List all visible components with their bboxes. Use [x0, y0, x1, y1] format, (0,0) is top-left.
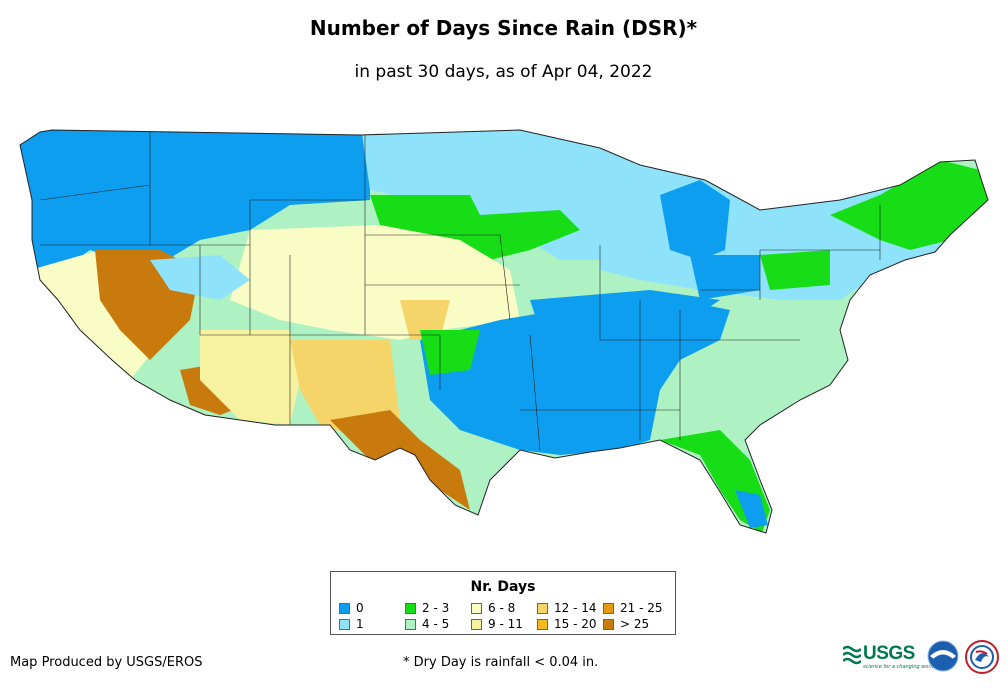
map-subtitle: in past 30 days, as of Apr 04, 2022 — [354, 62, 653, 82]
legend-swatch — [537, 618, 548, 630]
map-title: Number of Days Since Rain (DSR)* — [309, 16, 698, 40]
legend-swatch — [405, 618, 416, 630]
agency-logos: USGS science for a changing world — [843, 640, 1003, 680]
us-outline — [19, 129, 989, 534]
legend-item: 1 — [339, 617, 364, 631]
legend-label: 15 - 20 — [554, 617, 597, 631]
legend-label: 4 - 5 — [422, 617, 450, 631]
legend-label: 1 — [356, 617, 364, 631]
dry-day-footnote: * Dry Day is rainfall < 0.04 in. — [403, 655, 599, 670]
usgs-waves-icon — [843, 645, 861, 665]
legend-swatch — [339, 602, 350, 614]
nws-icon — [965, 640, 999, 674]
map-credit: Map Produced by USGS/EROS — [10, 655, 203, 670]
legend-swatch — [471, 602, 482, 614]
legend-item: > 25 — [603, 617, 649, 631]
legend-item: 6 - 8 — [471, 601, 515, 615]
legend: Nr. Days 0 1 2 - 3 4 - 5 6 - 8 9 - 11 12… — [330, 571, 676, 635]
legend-title: Nr. Days — [470, 579, 536, 595]
legend-item: 0 — [339, 601, 364, 615]
legend-item: 2 - 3 — [405, 601, 449, 615]
legend-item: 9 - 11 — [471, 617, 523, 631]
legend-swatch — [471, 618, 482, 630]
legend-item: 21 - 25 — [603, 601, 663, 615]
legend-label: 0 — [356, 601, 364, 615]
legend-item: 12 - 14 — [537, 601, 597, 615]
legend-item: 4 - 5 — [405, 617, 449, 631]
legend-label: 9 - 11 — [488, 617, 523, 631]
noaa-icon — [927, 640, 959, 672]
usgs-logo: USGS — [863, 643, 915, 664]
map-regions — [20, 130, 988, 533]
legend-swatch — [339, 618, 350, 630]
legend-label: 6 - 8 — [488, 601, 516, 615]
legend-item: 15 - 20 — [537, 617, 597, 631]
legend-label: 12 - 14 — [554, 601, 597, 615]
legend-label: 2 - 3 — [422, 601, 450, 615]
legend-swatch — [603, 618, 614, 630]
state-borders — [39, 132, 881, 451]
legend-swatch — [537, 602, 548, 614]
legend-swatch — [603, 602, 614, 614]
legend-swatch — [405, 602, 416, 614]
legend-label: 21 - 25 — [620, 601, 663, 615]
legend-label: > 25 — [620, 617, 650, 631]
dsr-map — [19, 129, 989, 534]
usgs-tagline: science for a changing world — [863, 664, 935, 670]
